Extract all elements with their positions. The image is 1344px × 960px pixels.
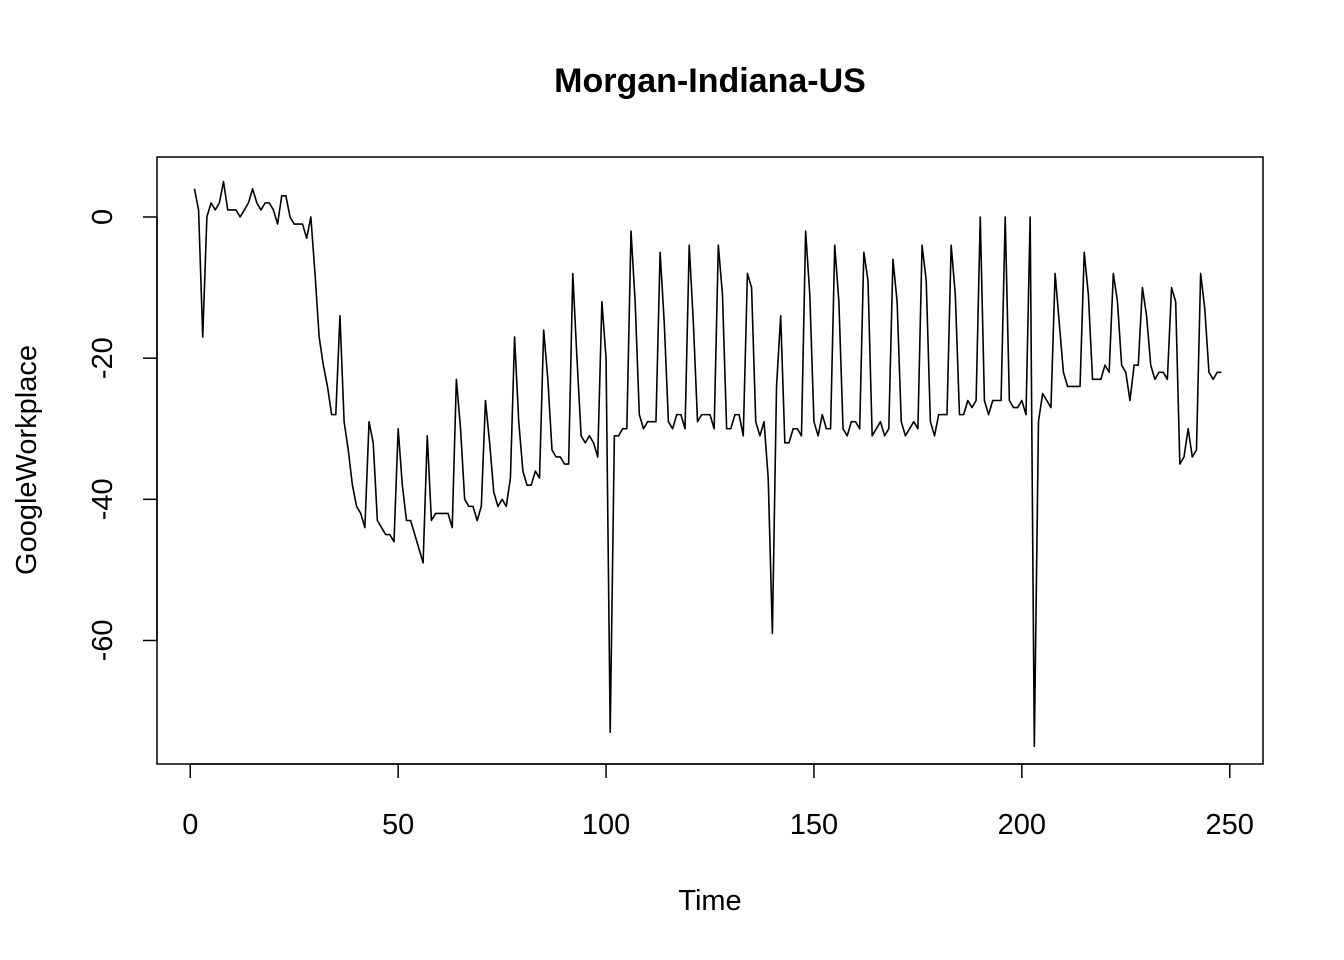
y-tick-label: -40 (87, 478, 119, 520)
x-tick-label: 0 (182, 809, 198, 841)
x-tick-label: 150 (790, 809, 838, 841)
plot-frame (156, 156, 1264, 765)
y-axis: 0 -20 -40 -60 (87, 209, 158, 662)
y-axis-label: GoogleWorkplace (11, 345, 43, 575)
x-axis: 0 50 100 150 200 250 (182, 763, 1254, 841)
x-tick-label: 250 (1206, 809, 1254, 841)
chart-title: Morgan-Indiana-US (554, 62, 866, 100)
series-line (193, 180, 1222, 748)
x-tick-label: 200 (998, 809, 1046, 841)
y-tick-label: -20 (87, 337, 119, 379)
y-tick-label: -60 (87, 620, 119, 662)
y-tick-label: 0 (87, 209, 119, 225)
x-tick-label: 100 (582, 809, 630, 841)
x-axis-label: Time (678, 885, 741, 917)
x-tick-label: 50 (382, 809, 414, 841)
